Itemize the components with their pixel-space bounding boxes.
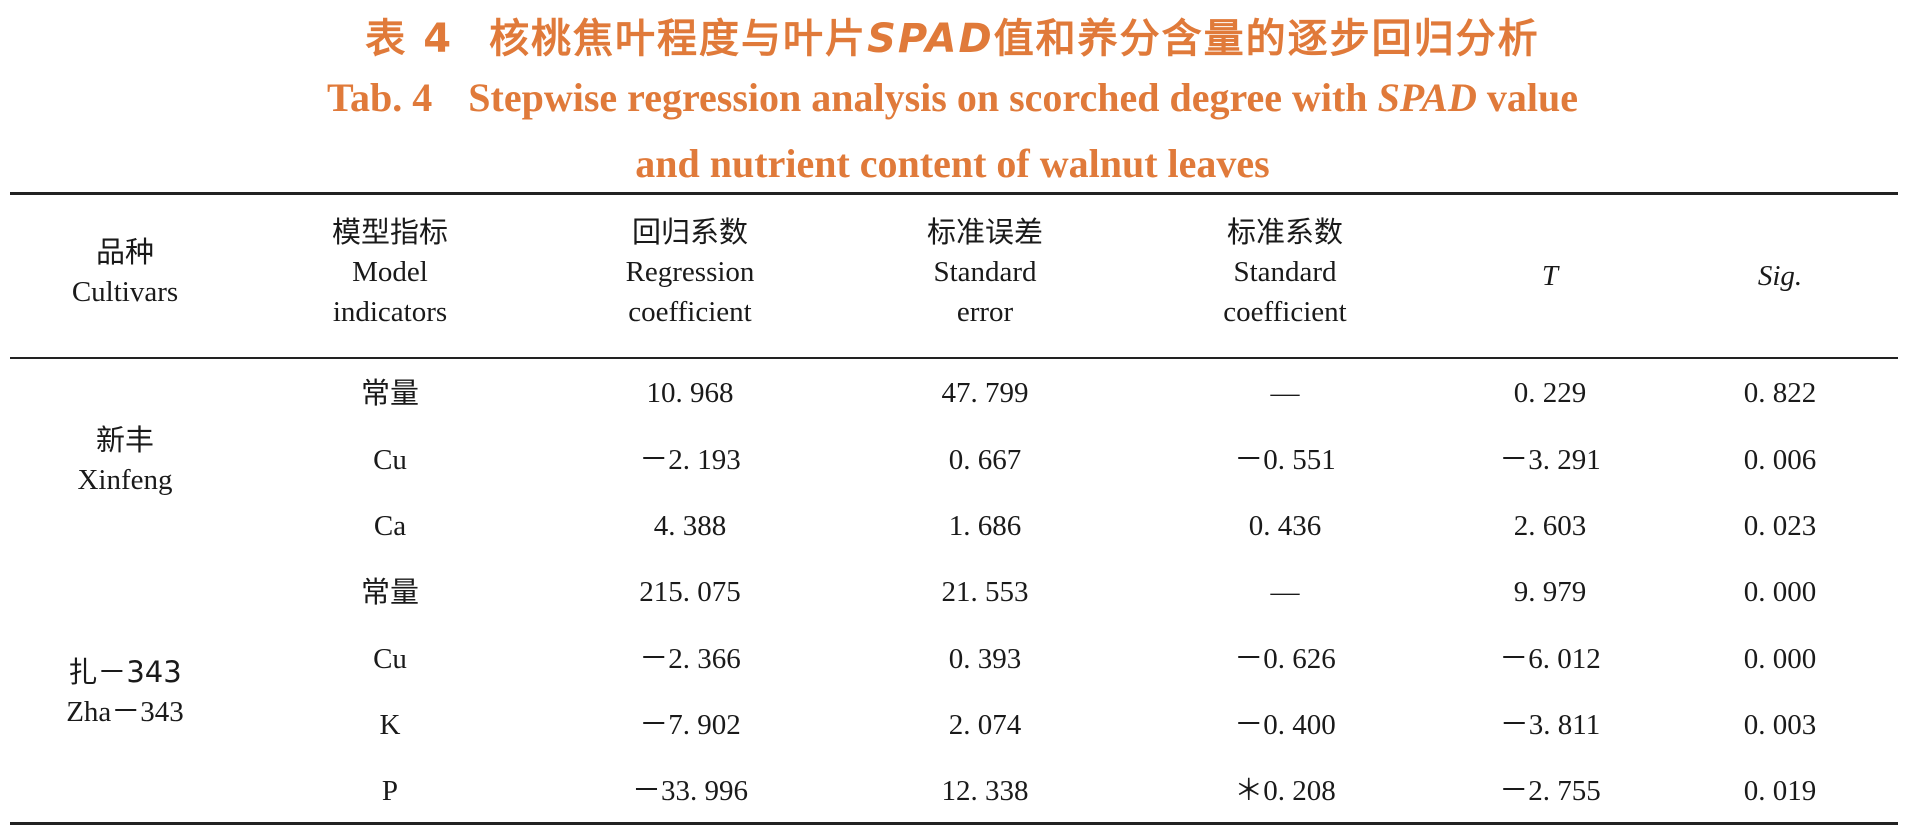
t-cell: －3. 811 <box>1499 709 1601 741</box>
table-title-chinese: 表 4 核桃焦叶程度与叶片SPAD值和养分含量的逐步回归分析 <box>0 6 1905 64</box>
se-cell: 0. 393 <box>948 643 1022 675</box>
std-coef-cell: ＊0. 208 <box>1234 775 1336 807</box>
header-standard-error-en2: error <box>956 296 1014 328</box>
cultivar-zha-343: 扎－343 Zha－343 <box>30 652 220 732</box>
std-coef-cell: －0. 551 <box>1234 444 1336 476</box>
header-standard-error-cn: 标准误差 <box>926 215 1043 249</box>
coef-cell: －2. 193 <box>639 444 741 476</box>
table-title-english-line2: and nutrient content of walnut leaves <box>635 141 1270 186</box>
std-coef-cell: 0. 436 <box>1248 510 1322 542</box>
header-standard-coefficient-cn: 标准系数 <box>1226 215 1343 249</box>
indicator-cell: P <box>381 775 399 807</box>
t-cell: －2. 755 <box>1499 775 1601 807</box>
t-cell: 9. 979 <box>1513 576 1587 608</box>
title-en-text: Stepwise regression analysis on scorched… <box>468 75 1368 120</box>
sig-cell: 0. 023 <box>1743 510 1817 542</box>
title-cn-spad: SPAD <box>867 16 994 62</box>
coef-cell: －33. 996 <box>631 775 748 807</box>
coef-cell: 215. 075 <box>639 576 741 608</box>
header-regression-coefficient-en1: Regression <box>625 256 755 288</box>
header-regression-coefficient-cn: 回归系数 <box>631 215 748 249</box>
table-number-en: Tab. 4 <box>327 75 433 120</box>
se-cell: 0. 667 <box>948 444 1022 476</box>
t-cell: －3. 291 <box>1499 444 1601 476</box>
std-coef-cell: — <box>1270 377 1300 409</box>
header-regression-coefficient: 回归系数 Regression coefficient <box>590 212 790 332</box>
header-standard-coefficient: 标准系数 Standard coefficient <box>1185 212 1385 332</box>
t-cell: 0. 229 <box>1513 377 1587 409</box>
std-coef-cell: －0. 400 <box>1234 709 1336 741</box>
t-cell: 2. 603 <box>1513 510 1587 542</box>
header-standard-error: 标准误差 Standard error <box>885 212 1085 332</box>
header-model-indicators: 模型指标 Model indicators <box>290 212 490 332</box>
indicator-cell: Ca <box>373 510 407 542</box>
indicator-cell: Cu <box>373 444 407 476</box>
se-cell: 47. 799 <box>941 377 1029 409</box>
title-cn-text: 核桃焦叶程度与叶片 <box>489 16 868 62</box>
header-regression-coefficient-en2: coefficient <box>628 296 752 328</box>
title-en-spad: SPAD <box>1377 75 1477 120</box>
coef-cell: 10. 968 <box>646 377 734 409</box>
sig-cell: 0. 000 <box>1743 576 1817 608</box>
std-coef-cell: －0. 626 <box>1234 643 1336 675</box>
table-bottom-rule <box>10 822 1898 825</box>
table-title-english-line1: Tab. 4 Stepwise regression analysis on sc… <box>0 74 1905 121</box>
se-cell: 21. 553 <box>941 576 1029 608</box>
indicator-cell: K <box>379 709 401 741</box>
title-cn-suffix: 值和养分含量的逐步回归分析 <box>993 16 1540 62</box>
cultivar-zha-343-en: Zha－343 <box>66 696 184 728</box>
header-standard-error-en1: Standard <box>933 256 1037 288</box>
header-standard-coefficient-en2: coefficient <box>1223 296 1347 328</box>
sig-cell: 0. 000 <box>1743 643 1817 675</box>
se-cell: 12. 338 <box>941 775 1029 807</box>
coef-cell: －7. 902 <box>639 709 741 741</box>
header-sig: Sig. <box>1757 260 1803 292</box>
cultivar-xinfeng: 新丰 Xinfeng <box>30 420 220 500</box>
sig-cell: 0. 019 <box>1743 775 1817 807</box>
cultivar-xinfeng-en: Xinfeng <box>77 464 173 496</box>
title-en-suffix: value <box>1486 75 1578 120</box>
table-top-rule <box>10 192 1898 195</box>
header-t: T <box>1541 260 1559 292</box>
se-cell: 2. 074 <box>948 709 1022 741</box>
indicator-cell: 常量 <box>360 575 419 609</box>
header-model-indicators-en1: Model <box>352 256 428 288</box>
table-number-cn: 表 4 <box>365 16 454 62</box>
std-coef-cell: — <box>1270 576 1300 608</box>
header-cultivars: 品种 Cultivars <box>30 232 220 312</box>
sig-cell: 0. 003 <box>1743 709 1817 741</box>
indicator-cell: 常量 <box>360 376 419 410</box>
cultivar-xinfeng-cn: 新丰 <box>95 423 154 457</box>
t-cell: －6. 012 <box>1499 643 1601 675</box>
coef-cell: －2. 366 <box>639 643 741 675</box>
cultivar-zha-343-cn: 扎－343 <box>68 655 182 689</box>
se-cell: 1. 686 <box>948 510 1022 542</box>
header-cultivars-cn: 品种 <box>95 235 154 269</box>
sig-cell: 0. 006 <box>1743 444 1817 476</box>
indicator-cell: Cu <box>373 643 407 675</box>
coef-cell: 4. 388 <box>653 510 727 542</box>
header-model-indicators-en2: indicators <box>332 296 448 328</box>
sig-cell: 0. 822 <box>1743 377 1817 409</box>
header-standard-coefficient-en1: Standard <box>1233 256 1337 288</box>
header-cultivars-en: Cultivars <box>71 276 179 308</box>
table-header-rule <box>10 357 1898 359</box>
header-model-indicators-cn: 模型指标 <box>331 215 448 249</box>
